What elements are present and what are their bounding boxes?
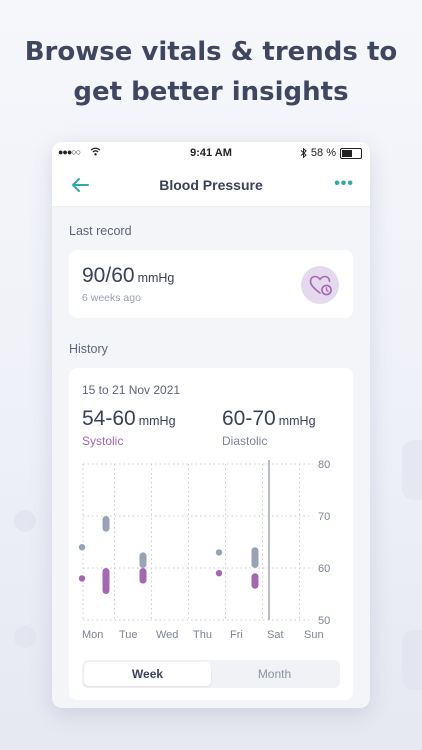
x-tick-label: Fri [230,629,243,641]
x-tick-label: Sat [267,629,284,641]
data-range-diastolic [251,547,259,568]
data-point-systolic [78,575,86,582]
data-point-diastolic [215,549,223,556]
decor-circle [14,510,36,532]
decor-bar [402,440,422,500]
diastolic-value: 60-70 [222,407,276,430]
period-segmented-control: Week Month [82,660,340,688]
diastolic-label: Diastolic [222,434,268,448]
headline: Browse vitals & trends to get better ins… [0,32,422,112]
battery-level [342,149,352,157]
decor-bar [402,630,422,690]
battery-percent: 58 % [310,147,336,159]
systolic-unit: mmHg [138,414,176,428]
status-time: 9:41 AM [190,147,232,159]
y-tick-label: 50 [318,615,330,627]
last-record-card[interactable]: 90/60 mmHg 6 weeks ago [69,250,353,318]
diastolic-unit: mmHg [278,414,316,428]
more-options-icon[interactable]: ••• [334,175,354,192]
month-tab[interactable]: Month [257,667,292,681]
bp-weekly-chart[interactable]: 80 70 60 50 Mon Tue Wed Thu Fri Sat Sun [69,460,353,652]
history-card: 15 to 21 Nov 2021 54-60 mmHg Systolic 60-… [69,368,353,700]
data-range-systolic [251,573,259,589]
diastolic-reading: 60-70 mmHg [222,407,316,431]
history-label: History [69,342,108,356]
x-tick-label: Mon [82,629,103,641]
status-bar: ●●●○○ 9:41 AM 58 % [52,142,370,164]
headline-line-1: Browse vitals & trends to [24,37,398,67]
week-tab[interactable]: Week [84,662,211,686]
data-range-systolic [102,568,110,594]
wifi-icon [90,147,101,156]
x-tick-label: Tue [119,629,138,641]
data-range-systolic [139,568,147,584]
signal-icon: ●●●○○ [58,147,81,157]
last-record-time: 6 weeks ago [82,292,141,304]
last-record-unit: mmHg [137,271,175,285]
phone-screen: ●●●○○ 9:41 AM 58 % Blood Pressure ••• La… [52,142,370,708]
systolic-reading: 54-60 mmHg [82,407,176,431]
x-tick-label: Thu [193,629,212,641]
y-tick-label: 70 [318,511,330,523]
bluetooth-icon [300,148,307,158]
data-point-diastolic [78,544,86,551]
battery-icon [340,147,362,159]
heart-rate-button[interactable] [301,266,339,304]
back-arrow-icon[interactable] [68,173,92,197]
y-tick-label: 80 [318,460,330,471]
page-title: Blood Pressure [159,177,263,193]
x-tick-label: Sun [304,629,324,641]
decor-circle [14,626,36,648]
last-record-label: Last record [69,224,132,238]
last-record-reading: 90/60 [82,264,135,287]
last-record-value: 90/60 mmHg [82,264,174,288]
data-point-systolic [215,570,223,577]
systolic-value: 54-60 [82,407,136,430]
data-range-diastolic [139,552,147,568]
data-range-diastolic [102,516,110,532]
date-range: 15 to 21 Nov 2021 [82,383,181,397]
systolic-label: Systolic [82,434,124,448]
heart-clock-icon [309,275,332,296]
headline-line-2: get better insights [73,77,349,107]
x-tick-label: Wed [156,629,178,641]
y-tick-label: 60 [318,563,330,575]
nav-bar: Blood Pressure ••• [52,164,370,207]
